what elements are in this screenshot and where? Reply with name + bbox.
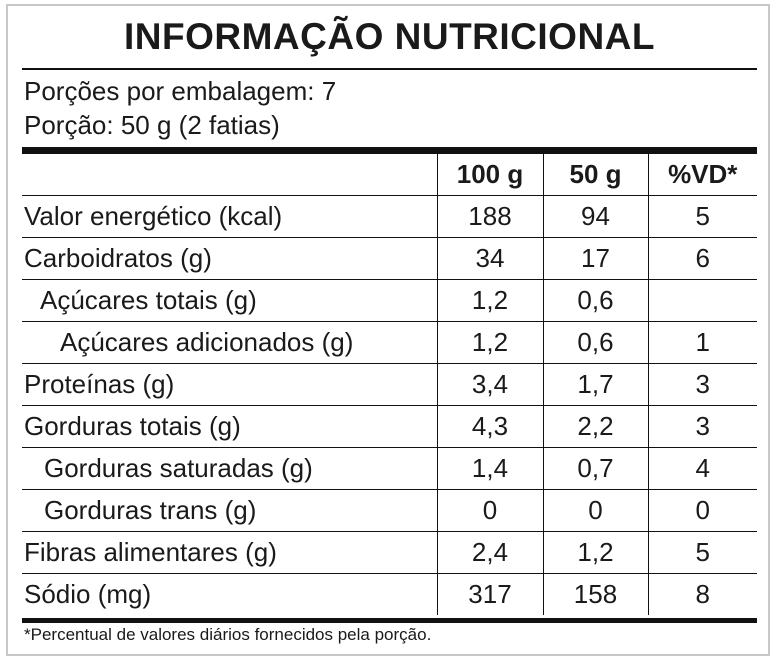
value-cell: 5 [647, 531, 757, 574]
value-cell: 1 [647, 321, 757, 364]
nutrient-name: Carboidratos (g) [22, 237, 438, 280]
nutrient-name: Açúcares totais (g) [22, 279, 438, 322]
value-cell: 17 [542, 237, 649, 280]
nutrient-name: Fibras alimentares (g) [22, 531, 438, 574]
serving-size: Porção: 50 g (2 fatias) [24, 110, 280, 140]
nutrient-row: Sódio (mg) 317 158 8 [22, 573, 757, 615]
nutrient-name: Valor energético (kcal) [22, 195, 438, 238]
value-cell: 1,2 [436, 279, 544, 322]
nutrient-name: Gorduras totais (g) [22, 405, 438, 448]
nutrition-table: 100 g 50 g %VD* Valor energético (kcal) 188 9… [22, 154, 757, 615]
header-row: 100 g 50 g %VD* [22, 154, 757, 196]
header-cell [22, 154, 438, 196]
value-cell: 3 [647, 363, 757, 406]
value-cell: 1,7 [542, 363, 649, 406]
nutrient-name: Gorduras saturadas (g) [22, 447, 438, 490]
thick-rule [22, 618, 757, 623]
value-cell: 1,2 [436, 321, 544, 364]
value-cell: 0 [436, 489, 544, 532]
nutrient-row: Gorduras trans (g) 0 0 0 [22, 489, 757, 532]
header-cell: %VD* [647, 154, 757, 196]
value-cell: 3,4 [436, 363, 544, 406]
nutrient-row: Proteínas (g) 3,4 1,7 3 [22, 363, 757, 406]
value-cell: 1,4 [436, 447, 544, 490]
value-cell: 94 [542, 195, 649, 238]
nutrient-name: Gorduras trans (g) [22, 489, 438, 532]
value-cell: 0 [647, 489, 757, 532]
value-cell: 0,6 [542, 321, 649, 364]
label-frame [6, 4, 770, 656]
value-cell: 0 [542, 489, 649, 532]
nutrient-row: Carboidratos (g) 34 17 6 [22, 237, 757, 280]
value-cell: 3 [647, 405, 757, 448]
nutrient-name: Sódio (mg) [22, 573, 438, 615]
header-cell: 50 g [542, 154, 649, 196]
value-cell: 2,4 [436, 531, 544, 574]
nutrient-row: Gorduras totais (g) 4,3 2,2 3 [22, 405, 757, 448]
value-cell [647, 279, 757, 322]
value-cell: 0,7 [542, 447, 649, 490]
value-cell: 2,2 [542, 405, 649, 448]
title: INFORMAÇÃO NUTRICIONAL [123, 16, 655, 57]
value-cell: 6 [647, 237, 757, 280]
nutrient-row: Açúcares adicionados (g) 1,2 0,6 1 [22, 321, 757, 364]
value-cell: 4,3 [436, 405, 544, 448]
header-cell: 100 g [436, 154, 544, 196]
value-cell: 0,6 [542, 279, 649, 322]
nutrient-name: Açúcares adicionados (g) [22, 321, 438, 364]
value-cell: 34 [436, 237, 544, 280]
nutrient-row: Valor energético (kcal) 188 94 5 [22, 195, 757, 238]
nutrient-row: Açúcares totais (g) 1,2 0,6 [22, 279, 757, 322]
nutrient-row: Fibras alimentares (g) 2,4 1,2 5 [22, 531, 757, 574]
value-cell: 188 [436, 195, 544, 238]
servings: Porções por embalagem: 7 [24, 76, 337, 106]
value-cell: 4 [647, 447, 757, 490]
value-cell: 5 [647, 195, 757, 238]
value-cell: 1,2 [542, 531, 649, 574]
rule [22, 68, 757, 70]
nutrient-name: Proteínas (g) [22, 363, 438, 406]
value-cell: 158 [542, 573, 649, 615]
value-cell: 317 [436, 573, 544, 615]
thick-rule [22, 147, 757, 154]
nutrient-row: Gorduras saturadas (g) 1,4 0,7 4 [22, 447, 757, 490]
footnote: *Percentual de valores diários fornecido… [24, 625, 432, 644]
value-cell: 8 [647, 573, 757, 615]
